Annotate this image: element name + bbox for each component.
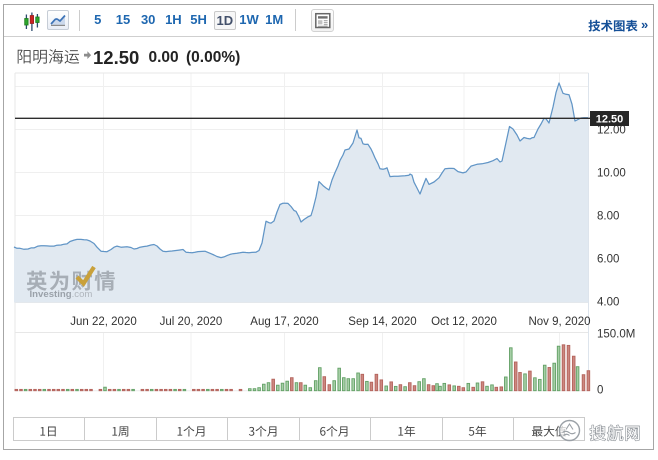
svg-text:10.00: 10.00 (597, 168, 626, 180)
svg-text:Aug 17, 2020: Aug 17, 2020 (250, 316, 318, 328)
svg-text:12.00: 12.00 (597, 125, 626, 137)
svg-text:Nov 9, 2020: Nov 9, 2020 (528, 316, 590, 328)
svg-text:Jun 22, 2020: Jun 22, 2020 (70, 316, 137, 328)
svg-text:12.50: 12.50 (596, 113, 624, 125)
svg-text:4.00: 4.00 (597, 297, 619, 309)
svg-text:Sep 14, 2020: Sep 14, 2020 (348, 316, 416, 328)
svg-text:8.00: 8.00 (597, 211, 619, 223)
svg-text:Jul 20, 2020: Jul 20, 2020 (160, 316, 223, 328)
svg-text:6.00: 6.00 (597, 254, 619, 266)
svg-text:Oct 12, 2020: Oct 12, 2020 (431, 316, 497, 328)
svg-text:0: 0 (597, 385, 603, 397)
svg-text:150.0M: 150.0M (597, 329, 635, 341)
